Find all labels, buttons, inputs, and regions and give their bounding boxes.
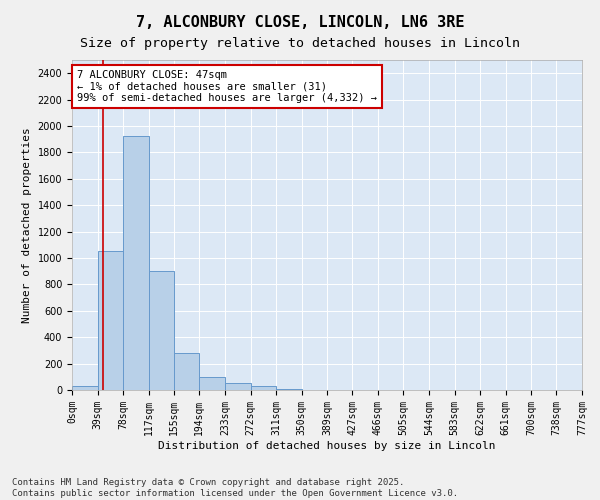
Y-axis label: Number of detached properties: Number of detached properties bbox=[22, 127, 32, 323]
Bar bbox=[98, 252, 123, 390]
Bar bbox=[199, 377, 225, 390]
Bar bbox=[149, 271, 174, 390]
X-axis label: Distribution of detached houses by size in Lincoln: Distribution of detached houses by size … bbox=[158, 440, 496, 450]
Bar bbox=[123, 136, 149, 390]
Bar bbox=[225, 382, 251, 390]
Text: Contains HM Land Registry data © Crown copyright and database right 2025.
Contai: Contains HM Land Registry data © Crown c… bbox=[12, 478, 458, 498]
Bar bbox=[251, 386, 276, 390]
Text: 7 ALCONBURY CLOSE: 47sqm
← 1% of detached houses are smaller (31)
99% of semi-de: 7 ALCONBURY CLOSE: 47sqm ← 1% of detache… bbox=[77, 70, 377, 103]
Bar bbox=[72, 386, 98, 390]
Text: 7, ALCONBURY CLOSE, LINCOLN, LN6 3RE: 7, ALCONBURY CLOSE, LINCOLN, LN6 3RE bbox=[136, 15, 464, 30]
Bar bbox=[174, 353, 199, 390]
Text: Size of property relative to detached houses in Lincoln: Size of property relative to detached ho… bbox=[80, 38, 520, 51]
